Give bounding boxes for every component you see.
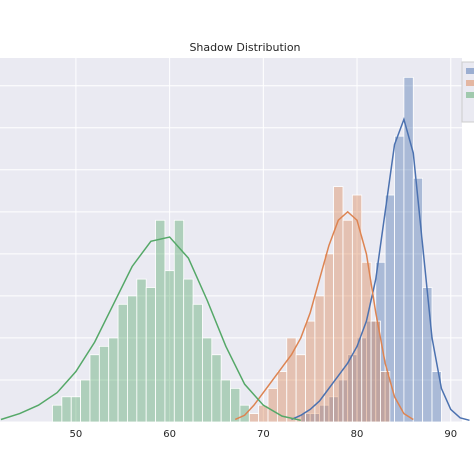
bar: [155, 219, 166, 423]
bar: [412, 177, 424, 423]
kde-line: [234, 210, 414, 421]
bar: [202, 337, 213, 423]
bar: [127, 295, 138, 423]
bar: [136, 278, 147, 423]
bar: [323, 253, 335, 423]
bar: [239, 404, 250, 423]
bar: [403, 76, 414, 423]
bar: [61, 396, 72, 423]
bar: [80, 379, 91, 423]
bar: [89, 354, 100, 423]
bar: [192, 303, 203, 423]
bar: [145, 287, 156, 423]
bar: [295, 354, 306, 423]
bar: [422, 287, 433, 423]
bar: [351, 194, 363, 423]
bar: [370, 320, 381, 423]
bar: [220, 379, 231, 423]
bar: [183, 278, 194, 423]
chart-title: Shadow Distribution: [189, 41, 300, 54]
kde-line: [291, 116, 470, 422]
bar: [342, 219, 353, 423]
bar: [361, 261, 372, 423]
bar: [230, 387, 241, 423]
x-tick-label: 60: [163, 429, 176, 440]
bar: [108, 337, 119, 423]
legend-patch: [466, 92, 474, 98]
bar: [286, 337, 297, 423]
x-tick-label: 90: [444, 429, 457, 440]
bar: [267, 387, 278, 423]
x-tick-label: 80: [351, 429, 364, 440]
bar: [70, 396, 81, 423]
bar: [52, 404, 63, 423]
bar: [394, 135, 405, 423]
x-tick-label: 50: [70, 429, 83, 440]
kde-line: [0, 236, 301, 422]
bar: [164, 270, 175, 423]
legend-patch: [466, 80, 474, 86]
bar: [98, 345, 110, 423]
bar: [431, 371, 442, 423]
bar: [117, 303, 128, 423]
x-tick-label: 70: [257, 429, 270, 440]
bar: [248, 413, 260, 423]
bar: [380, 371, 391, 423]
legend-patch: [466, 68, 474, 74]
bar: [211, 354, 222, 423]
